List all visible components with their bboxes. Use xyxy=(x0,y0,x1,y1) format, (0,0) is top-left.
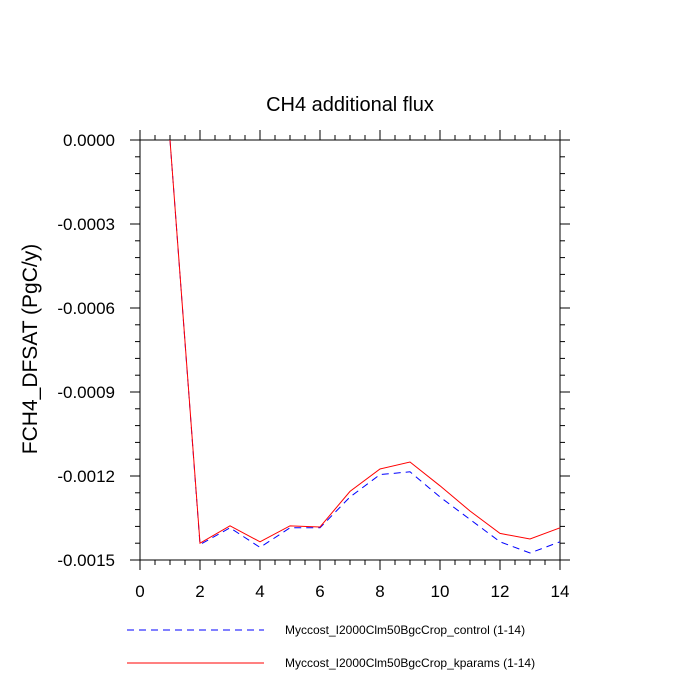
series-layer xyxy=(169,139,561,554)
axes: 0 2 4 6 8 10 12 14 0.0000 -0.0003 -0.0006 -0.0009 -0… xyxy=(57,130,570,601)
series-line-1 xyxy=(169,139,561,554)
x-tick-label: 2 xyxy=(195,582,204,601)
y-axis-label: FCH4_DFSAT (PgC/y) xyxy=(19,244,42,454)
y-tick-label: -0.0006 xyxy=(57,299,115,318)
y-tick-label: -0.0003 xyxy=(57,215,115,234)
y-tick-label: -0.0009 xyxy=(57,383,115,402)
y-tick-label: 0.0000 xyxy=(63,131,115,150)
x-tick-label: 0 xyxy=(135,582,144,601)
legend: Myccost_I2000Clm50BgcCrop_control (1-14)… xyxy=(127,623,535,670)
plot-frame xyxy=(139,139,561,561)
x-tick-label: 4 xyxy=(255,582,264,601)
series-line-2 xyxy=(169,139,561,545)
legend-label-1: Myccost_I2000Clm50BgcCrop_control (1-14) xyxy=(285,623,525,637)
x-tick-label: 12 xyxy=(491,582,510,601)
x-tick-label: 14 xyxy=(551,582,570,601)
x-tick-label: 8 xyxy=(375,582,384,601)
x-tick-label: 6 xyxy=(315,582,324,601)
legend-label-2: Myccost_I2000Clm50BgcCrop_kparams (1-14) xyxy=(285,656,535,670)
y-tick-label: -0.0012 xyxy=(57,467,115,486)
y-tick-label: -0.0015 xyxy=(57,551,115,570)
x-tick-label: 10 xyxy=(431,582,450,601)
chart-title: CH4 additional flux xyxy=(266,94,434,116)
